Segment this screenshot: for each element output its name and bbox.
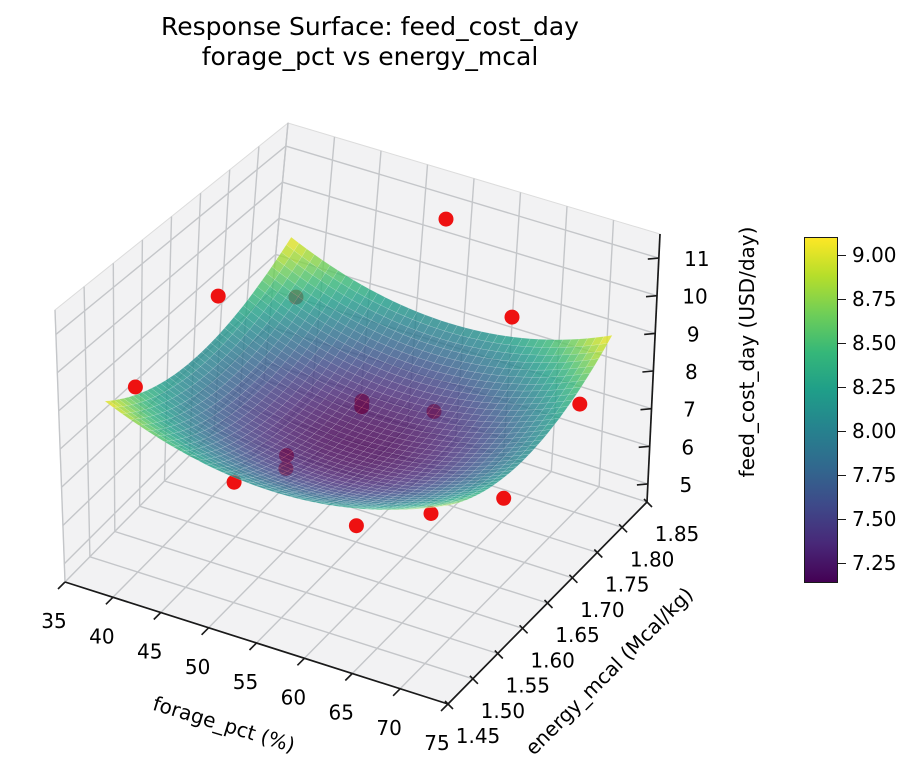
z-tick-label: 7: [683, 398, 696, 422]
x-tick-label: 35: [41, 609, 66, 633]
colorbar-tick-label: 7.75: [852, 462, 897, 487]
colorbar-tick: [838, 430, 846, 432]
response-surface: [104, 236, 613, 511]
x-tick-label: 65: [329, 701, 354, 725]
scatter-point: [423, 506, 439, 521]
z-tick-label: 6: [681, 435, 694, 459]
z-tick-label: 8: [685, 360, 698, 384]
scatter-front: [127, 211, 520, 395]
scatter-point: [438, 211, 454, 227]
colorbar-tick-label: 9.00: [852, 243, 897, 268]
y-tick-label: 1.70: [580, 598, 625, 622]
scatter-point: [348, 518, 364, 534]
y-tick-label: 1.65: [555, 623, 600, 647]
scatter-point: [572, 396, 588, 412]
y-tick-label: 1.80: [630, 547, 675, 571]
y-tick-label: 1.85: [655, 522, 700, 546]
x-tick-label: 50: [185, 655, 210, 679]
z-tick-label: 11: [684, 247, 709, 271]
z-tick-label: 5: [680, 473, 693, 497]
scatter-point: [504, 309, 520, 325]
scatter-point: [496, 490, 512, 506]
z-axis-label: feed_cost_day (USD/day): [735, 227, 759, 478]
x-axis-label: forage_pct (%): [150, 691, 298, 757]
colorbar-tick-label: 7.25: [852, 550, 897, 575]
colorbar-tick-label: 7.50: [852, 506, 897, 531]
y-tick-label: 1.55: [505, 674, 550, 698]
colorbar-tick: [838, 299, 846, 301]
chart-title-line2: forage_pct vs energy_mcal: [201, 42, 539, 71]
colorbar-tick: [838, 474, 846, 476]
colorbar-tick-label: 8.00: [852, 418, 897, 443]
x-tick-label: 45: [137, 640, 162, 664]
chart-title-line1: Response Surface: feed_cost_day: [161, 12, 579, 41]
z-tick-label: 10: [682, 285, 707, 309]
x-tick-label: 55: [233, 670, 258, 694]
colorbar-tick-label: 8.25: [852, 375, 897, 400]
colorbar-tick: [838, 562, 846, 564]
x-tick-label: 70: [376, 716, 401, 740]
z-tick-label: 9: [687, 322, 700, 346]
scatter-point: [210, 288, 226, 304]
colorbar-tick: [838, 255, 846, 257]
chart-title: Response Surface: feed_cost_day forage_p…: [0, 12, 740, 72]
x-tick-label: 40: [89, 624, 114, 648]
colorbar-tick-label: 8.75: [852, 287, 897, 312]
scatter-point: [127, 379, 143, 395]
colorbar-tick-label: 8.50: [852, 331, 897, 356]
y-tick-label: 1.75: [605, 573, 650, 597]
y-tick-label: 1.60: [530, 648, 575, 672]
colorbar-tick: [838, 387, 846, 389]
colorbar-tick: [838, 518, 846, 520]
x-tick-label: 75: [424, 731, 449, 755]
y-tick-label: 1.45: [456, 724, 501, 748]
x-tick-label: 60: [281, 685, 306, 709]
colorbar-tick: [838, 343, 846, 345]
colorbar: [804, 237, 838, 583]
y-tick-label: 1.50: [481, 699, 526, 723]
